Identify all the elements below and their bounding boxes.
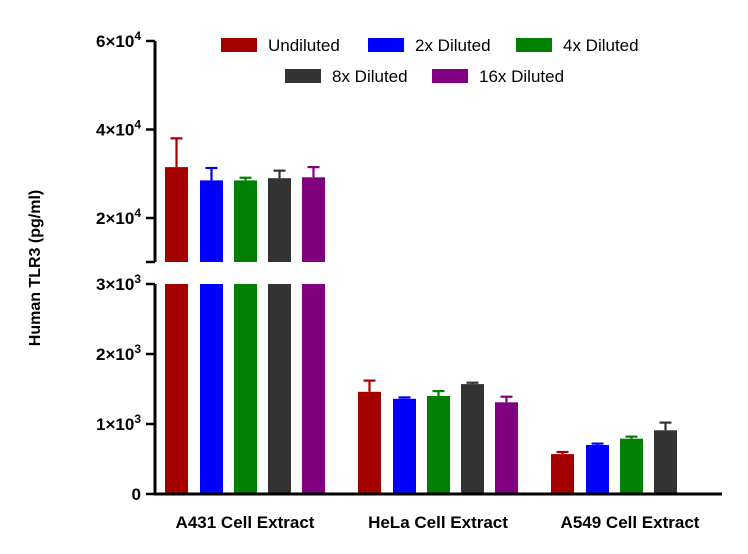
y-tick-label: 1×103 (96, 412, 141, 434)
legend-swatch (221, 38, 257, 52)
y-axis-label: Human TLR3 (pg/ml) (27, 190, 44, 346)
bar (586, 445, 609, 494)
y-ticks-layer: 0 1×103 2×103 3×103 2×104 4×104 6×104 (96, 29, 155, 504)
legend-label: 8x Diluted (332, 67, 408, 86)
legend-swatch (368, 38, 404, 52)
x-category-label: A431 Cell Extract (176, 513, 315, 532)
y-tick-label: 6×104 (96, 29, 141, 51)
y-tick-label: 2×103 (96, 342, 141, 364)
y-tick-label: 4×104 (96, 118, 141, 140)
bar (358, 391, 381, 494)
legend: Undiluted 2x Diluted 4x Diluted 8x Diluted 1… (221, 36, 639, 86)
bar (268, 178, 291, 262)
bar (393, 398, 416, 494)
bar (620, 438, 643, 494)
x-category-label: HeLa Cell Extract (368, 513, 508, 532)
bar (427, 396, 450, 494)
bar (302, 284, 325, 494)
bar (200, 284, 223, 494)
y-tick-label: 3×103 (96, 272, 141, 294)
bar (495, 402, 518, 494)
bar (461, 384, 484, 494)
legend-label: 2x Diluted (415, 36, 491, 55)
bar (165, 284, 188, 494)
bar (654, 430, 677, 494)
legend-swatch (516, 38, 552, 52)
x-category-label: A549 Cell Extract (561, 513, 700, 532)
legend-label: 16x Diluted (479, 67, 564, 86)
bar (234, 180, 257, 262)
x-category-labels: A431 Cell Extract HeLa Cell Extract A549 C… (176, 513, 700, 532)
bar (234, 284, 257, 494)
bar (165, 167, 188, 262)
error-bars-layer (170, 137, 672, 455)
bar (302, 177, 325, 262)
y-tick-label: 0 (132, 485, 141, 504)
legend-label: 4x Diluted (563, 36, 639, 55)
bar (268, 284, 291, 494)
legend-swatch (285, 69, 321, 83)
axes-layer (146, 41, 722, 496)
bar (200, 180, 223, 262)
legend-swatch (432, 69, 468, 83)
bars-layer (165, 167, 677, 494)
y-tick-label: 2×104 (96, 206, 141, 228)
legend-label: Undiluted (268, 36, 340, 55)
bar (551, 454, 574, 494)
